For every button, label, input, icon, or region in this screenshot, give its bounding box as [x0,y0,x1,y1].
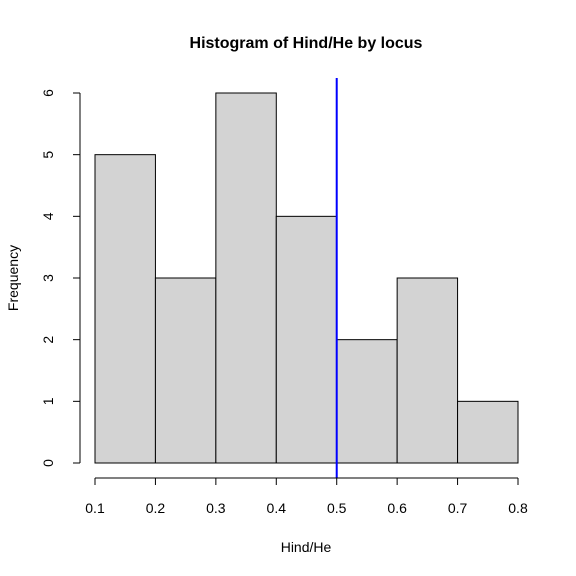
y-tick-label: 2 [40,336,56,344]
histogram-bar-1 [94,154,156,464]
x-tick-label: 0.8 [508,500,528,516]
y-tick-label: 4 [40,212,56,220]
x-tick-label: 0.7 [448,500,468,516]
histogram-bar-2 [154,277,217,464]
chart-title: Histogram of Hind/He by locus [190,35,423,52]
x-axis-label: Hind/He [281,539,332,555]
y-tick-label: 1 [40,397,56,405]
bars-group [94,92,519,464]
x-tick-label: 0.5 [327,500,347,516]
x-axis: 0.1 0.2 0.3 0.4 0.5 0.6 0.7 0.8 [85,477,528,516]
x-tick-label: 0.2 [146,500,166,516]
y-tick-label: 5 [40,151,56,159]
y-tick-label: 0 [40,459,56,467]
x-tick-label: 0.4 [267,500,287,516]
histogram-bar-7 [457,400,519,464]
x-tick-label: 0.1 [85,500,105,516]
y-tick-label: 6 [40,89,56,97]
histogram-bar-6 [396,277,459,464]
histogram-bar-3 [215,92,277,464]
x-tick-label: 0.6 [387,500,407,516]
histogram-bar-4 [275,215,338,464]
y-axis: 0 1 2 3 4 5 6 [40,89,81,467]
y-axis-label: Frequency [5,245,21,311]
x-tick-label: 0.3 [206,500,226,516]
histogram-bar-5 [336,339,398,464]
y-tick-label: 3 [40,274,56,282]
